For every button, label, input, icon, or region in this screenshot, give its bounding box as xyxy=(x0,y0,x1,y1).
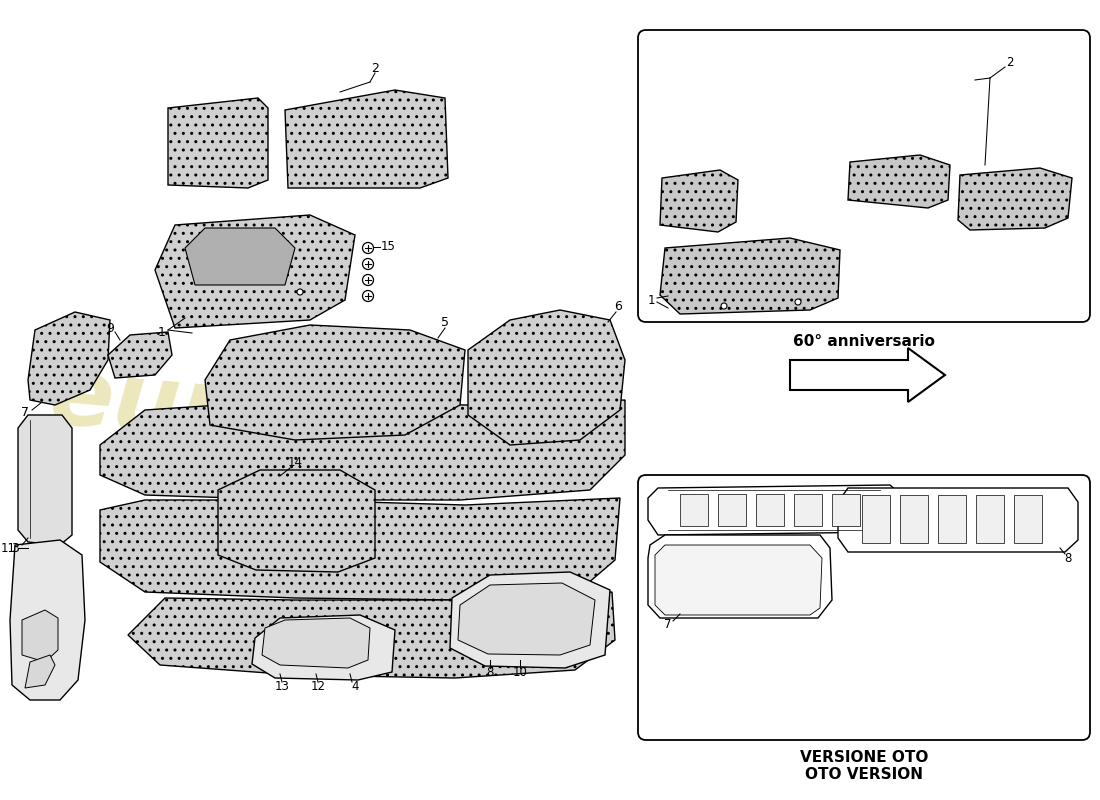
Text: 5: 5 xyxy=(441,317,449,330)
FancyBboxPatch shape xyxy=(638,475,1090,740)
Polygon shape xyxy=(18,415,72,545)
Circle shape xyxy=(363,242,374,254)
Text: 12: 12 xyxy=(310,679,326,693)
Polygon shape xyxy=(660,238,840,314)
Text: 1: 1 xyxy=(647,294,654,306)
Polygon shape xyxy=(1014,495,1042,543)
Text: 11: 11 xyxy=(0,542,15,554)
Polygon shape xyxy=(832,494,860,526)
Polygon shape xyxy=(654,545,822,615)
Polygon shape xyxy=(958,168,1072,230)
Text: 8: 8 xyxy=(1065,551,1071,565)
Circle shape xyxy=(363,274,374,286)
Text: 15: 15 xyxy=(381,241,395,254)
Polygon shape xyxy=(155,215,355,328)
Text: 3: 3 xyxy=(11,542,19,554)
Circle shape xyxy=(795,299,801,305)
Polygon shape xyxy=(938,495,966,543)
Circle shape xyxy=(720,303,727,309)
Text: 6: 6 xyxy=(614,301,622,314)
Text: 2: 2 xyxy=(371,62,378,74)
FancyBboxPatch shape xyxy=(638,30,1090,322)
Polygon shape xyxy=(218,470,375,572)
Polygon shape xyxy=(718,494,746,526)
Polygon shape xyxy=(262,618,370,668)
Polygon shape xyxy=(128,592,615,678)
Circle shape xyxy=(363,290,374,302)
Text: 9: 9 xyxy=(106,322,114,334)
Circle shape xyxy=(297,289,302,295)
Polygon shape xyxy=(185,228,295,285)
Polygon shape xyxy=(450,572,610,668)
Circle shape xyxy=(363,258,374,270)
Polygon shape xyxy=(680,494,708,526)
Polygon shape xyxy=(794,494,822,526)
Polygon shape xyxy=(168,98,268,188)
Polygon shape xyxy=(25,655,55,688)
Polygon shape xyxy=(648,535,832,618)
Polygon shape xyxy=(862,495,890,543)
Polygon shape xyxy=(205,325,465,440)
Text: 7: 7 xyxy=(21,406,29,418)
Polygon shape xyxy=(458,583,595,655)
Text: 4: 4 xyxy=(351,679,359,693)
Text: 13: 13 xyxy=(275,679,289,693)
Text: a passion for parts since 1985: a passion for parts since 1985 xyxy=(102,457,458,543)
Text: 14: 14 xyxy=(287,457,303,470)
Polygon shape xyxy=(285,90,448,188)
Polygon shape xyxy=(10,540,85,700)
Text: 10: 10 xyxy=(513,666,527,678)
Polygon shape xyxy=(848,155,950,208)
Polygon shape xyxy=(838,488,1078,552)
Polygon shape xyxy=(108,332,172,378)
Polygon shape xyxy=(660,170,738,232)
Polygon shape xyxy=(900,495,928,543)
Polygon shape xyxy=(28,312,110,405)
Polygon shape xyxy=(22,610,58,662)
Polygon shape xyxy=(976,495,1004,543)
Polygon shape xyxy=(468,310,625,445)
Polygon shape xyxy=(790,348,945,402)
Text: 60° anniversario: 60° anniversario xyxy=(793,334,935,349)
Text: europarts: europarts xyxy=(46,351,574,489)
Polygon shape xyxy=(648,485,905,535)
Polygon shape xyxy=(756,494,784,526)
Polygon shape xyxy=(252,615,395,680)
Polygon shape xyxy=(100,498,620,600)
Text: VERSIONE OTO
OTO VERSION: VERSIONE OTO OTO VERSION xyxy=(800,750,928,782)
Text: 1: 1 xyxy=(158,326,166,338)
Text: 8: 8 xyxy=(486,666,494,678)
Polygon shape xyxy=(100,400,625,500)
Text: 7: 7 xyxy=(664,618,672,631)
Text: 2: 2 xyxy=(1006,55,1014,69)
